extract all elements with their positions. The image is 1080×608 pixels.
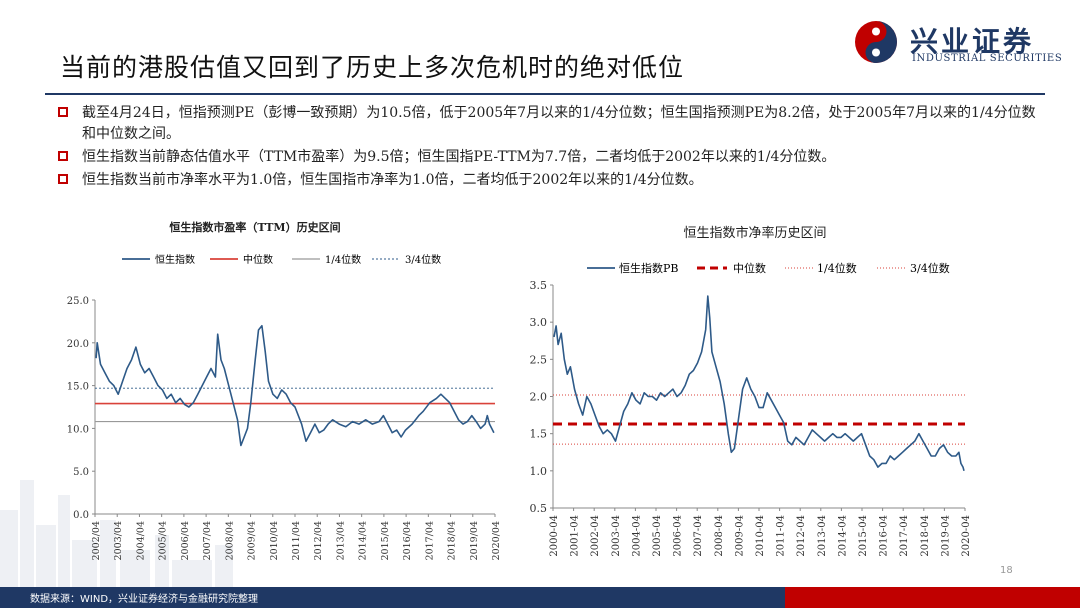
bullet-text: 截至4月24日，恒指预测PE（彭博一致预期）为10.5倍，低于2005年7月以来… bbox=[82, 105, 1036, 142]
legend-label: 3/4位数 bbox=[910, 261, 950, 275]
x-tick-label: 2016/04 bbox=[402, 521, 413, 560]
x-tick-label: 2004/04 bbox=[135, 521, 146, 560]
legend-label: 中位数 bbox=[733, 261, 766, 275]
legend-label: 恒生指数 bbox=[155, 253, 195, 266]
y-tick-label: 20.0 bbox=[67, 339, 89, 350]
legend-label: 恒生指数PB bbox=[619, 261, 679, 275]
x-tick-label: 2011/04 bbox=[291, 521, 302, 560]
x-tick-label: 2002/04 bbox=[91, 521, 102, 560]
page-number: 18 bbox=[1000, 565, 1013, 576]
y-tick-label: 1.0 bbox=[530, 465, 548, 478]
x-tick-label: 2014-04 bbox=[837, 515, 848, 557]
x-tick-label: 2018-04 bbox=[920, 515, 931, 557]
y-tick-label: 3.5 bbox=[530, 279, 548, 292]
logo-text-en: INDUSTRIAL SECURITIES bbox=[912, 53, 1063, 64]
x-tick-label: 2000-04 bbox=[549, 515, 560, 557]
logo-emblem-icon bbox=[855, 21, 897, 63]
y-tick-label: 0.0 bbox=[73, 510, 89, 521]
series-line bbox=[95, 324, 495, 447]
x-tick-label: 2004-04 bbox=[631, 515, 642, 557]
chart-legend: 恒生指数 中位数 1/4位数 3/4位数 bbox=[122, 253, 441, 266]
x-tick-label: 2003/04 bbox=[113, 521, 124, 560]
logo-text-cn: 兴业证券 bbox=[910, 25, 1035, 58]
x-tick-label: 2008-04 bbox=[714, 515, 725, 557]
x-tick-label: 2006-04 bbox=[673, 515, 684, 557]
x-tick-label: 2019-04 bbox=[940, 515, 951, 557]
bullet-text: 恒生指数当前静态估值水平（TTM市盈率）为9.5倍；恒生国指PE-TTM为7.7… bbox=[82, 149, 836, 165]
page-title: 当前的港股估值又回到了历史上多次危机时的绝对低位 bbox=[60, 53, 685, 82]
pb-chart: 恒生指数市净率历史区间 恒生指数PB 中位数 1/4位数 3/4位数 0.5 1.… bbox=[530, 225, 973, 557]
bullet-item: 截至4月24日，恒指预测PE（彭博一致预期）为10.5倍，低于2005年7月以来… bbox=[56, 103, 1046, 145]
x-tick-label: 2015/04 bbox=[380, 521, 391, 560]
y-tick-label: 3.0 bbox=[530, 316, 548, 329]
pe-ttm-chart: 恒生指数市盈率（TTM）历史区间 恒生指数 中位数 1/4位数 3/4位数 0.… bbox=[67, 220, 502, 560]
x-tick-label: 2002-04 bbox=[590, 515, 601, 557]
y-tick-label: 1.5 bbox=[530, 428, 548, 441]
title-divider bbox=[45, 93, 1045, 95]
bullet-square-icon bbox=[58, 151, 68, 161]
chart-title: 恒生指数市净率历史区间 bbox=[683, 225, 826, 241]
x-tick-label: 2013/04 bbox=[335, 521, 346, 560]
x-tick-label: 2014/04 bbox=[358, 521, 369, 560]
y-tick-label: 0.5 bbox=[530, 502, 548, 515]
y-tick-label: 2.0 bbox=[530, 391, 548, 404]
x-tick-label: 2003-04 bbox=[611, 515, 622, 557]
bullet-list: 截至4月24日，恒指预测PE（彭博一致预期）为10.5倍，低于2005年7月以来… bbox=[56, 103, 1046, 193]
bullet-square-icon bbox=[58, 174, 68, 184]
x-tick-label: 2011-04 bbox=[776, 515, 787, 557]
x-tick-label: 2020-04 bbox=[961, 515, 972, 557]
x-tick-label: 2012/04 bbox=[313, 521, 324, 560]
x-tick-label: 2005/04 bbox=[158, 521, 169, 560]
x-tick-label: 2005-04 bbox=[652, 515, 663, 557]
footer-bar-blue bbox=[0, 587, 785, 608]
y-tick-label: 10.0 bbox=[67, 424, 89, 435]
x-tick-label: 2007/04 bbox=[202, 521, 213, 560]
y-tick-label: 15.0 bbox=[67, 382, 89, 393]
city-skyline-decoration bbox=[0, 480, 233, 587]
x-tick-label: 2019/04 bbox=[469, 521, 480, 560]
x-tick-label: 2015-04 bbox=[858, 515, 869, 557]
x-tick-label: 2010/04 bbox=[269, 521, 280, 560]
y-tick-label: 2.5 bbox=[530, 353, 548, 366]
y-tick-label: 25.0 bbox=[67, 296, 89, 307]
x-tick-label: 2007-04 bbox=[693, 515, 704, 557]
bullet-item: 恒生指数当前静态估值水平（TTM市盈率）为9.5倍；恒生国指PE-TTM为7.7… bbox=[56, 147, 1046, 168]
x-tick-label: 2008/04 bbox=[224, 521, 235, 560]
x-tick-label: 2020/04 bbox=[491, 521, 502, 560]
bullet-text: 恒生指数当前市净率水平为1.0倍，恒生国指市净率为1.0倍，二者均低于2002年… bbox=[82, 172, 703, 188]
chart-legend: 恒生指数PB 中位数 1/4位数 3/4位数 bbox=[587, 261, 950, 275]
data-source-note: 数据来源：WIND，兴业证券经济与金融研究院整理 bbox=[30, 594, 259, 605]
x-tick-label: 2013-04 bbox=[817, 515, 828, 557]
legend-label: 中位数 bbox=[243, 253, 273, 266]
x-tick-label: 2010-04 bbox=[755, 515, 766, 557]
x-tick-label: 2017-04 bbox=[899, 515, 910, 557]
x-tick-label: 2016-04 bbox=[879, 515, 890, 557]
bullet-item: 恒生指数当前市净率水平为1.0倍，恒生国指市净率为1.0倍，二者均低于2002年… bbox=[56, 170, 1046, 191]
x-tick-label: 2018/04 bbox=[447, 521, 458, 560]
x-tick-label: 2009/04 bbox=[247, 521, 258, 560]
y-tick-label: 5.0 bbox=[73, 467, 89, 478]
company-logo: 兴业证券 INDUSTRIAL SECURITIES bbox=[852, 18, 1062, 66]
legend-label: 1/4位数 bbox=[325, 253, 361, 266]
x-tick-label: 2017/04 bbox=[424, 521, 435, 560]
chart-title: 恒生指数市盈率（TTM）历史区间 bbox=[169, 220, 340, 234]
x-tick-label: 2012-04 bbox=[796, 515, 807, 557]
legend-label: 3/4位数 bbox=[405, 253, 441, 266]
series-line bbox=[553, 295, 965, 472]
x-tick-label: 2001-04 bbox=[570, 515, 581, 557]
footer-bar-red bbox=[785, 587, 1080, 608]
bullet-square-icon bbox=[58, 107, 68, 117]
legend-label: 1/4位数 bbox=[817, 261, 857, 275]
x-tick-label: 2006/04 bbox=[180, 521, 191, 560]
x-tick-label: 2009-04 bbox=[734, 515, 745, 557]
